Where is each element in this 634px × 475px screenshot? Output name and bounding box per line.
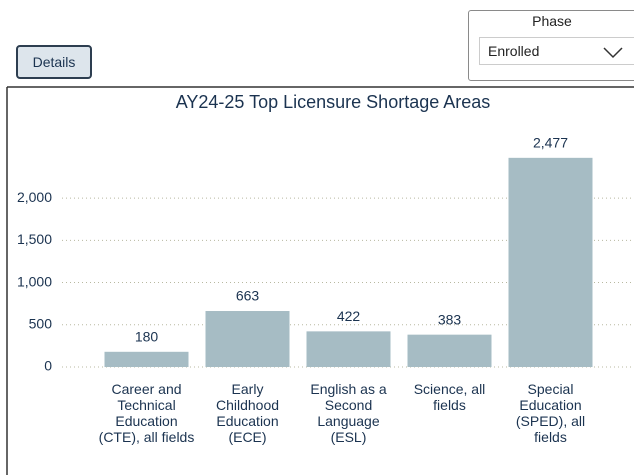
value-label: 2,477 xyxy=(533,135,568,151)
y-tick-label: 2,000 xyxy=(17,189,52,205)
phase-dropdown[interactable]: Enrolled xyxy=(479,37,634,65)
y-tick-label: 1,500 xyxy=(17,231,52,247)
chevron xyxy=(603,47,623,59)
x-tick-label: Career and Technical Education (CTE), al… xyxy=(98,381,195,445)
x-tick-label: English as a Second Language (ESL) xyxy=(310,381,387,445)
y-tick-label: 1,000 xyxy=(17,273,52,289)
bar xyxy=(104,351,189,367)
chart-title: AY24-25 Top Licensure Shortage Areas xyxy=(176,92,491,112)
details-button[interactable]: Details xyxy=(16,45,92,79)
bar xyxy=(205,311,290,367)
x-tick-label: Early Childhood Education (ECE) xyxy=(215,381,280,445)
value-label: 383 xyxy=(438,311,462,327)
bar xyxy=(306,331,391,367)
y-tick-label: 0 xyxy=(44,358,52,374)
value-label: 663 xyxy=(236,288,260,304)
y-tick-label: 500 xyxy=(29,315,53,331)
bar xyxy=(508,157,593,367)
value-label: 180 xyxy=(135,329,159,345)
phase-slicer: Phase Enrolled xyxy=(468,10,634,81)
x-tick-label: Special Education (SPED), all fields xyxy=(515,381,586,445)
x-tick-label: Science, all fields xyxy=(413,381,486,413)
bar xyxy=(407,334,492,367)
dropdown-value: Enrolled xyxy=(488,43,540,59)
slicer-title: Phase xyxy=(532,13,572,29)
value-label: 422 xyxy=(337,308,361,324)
